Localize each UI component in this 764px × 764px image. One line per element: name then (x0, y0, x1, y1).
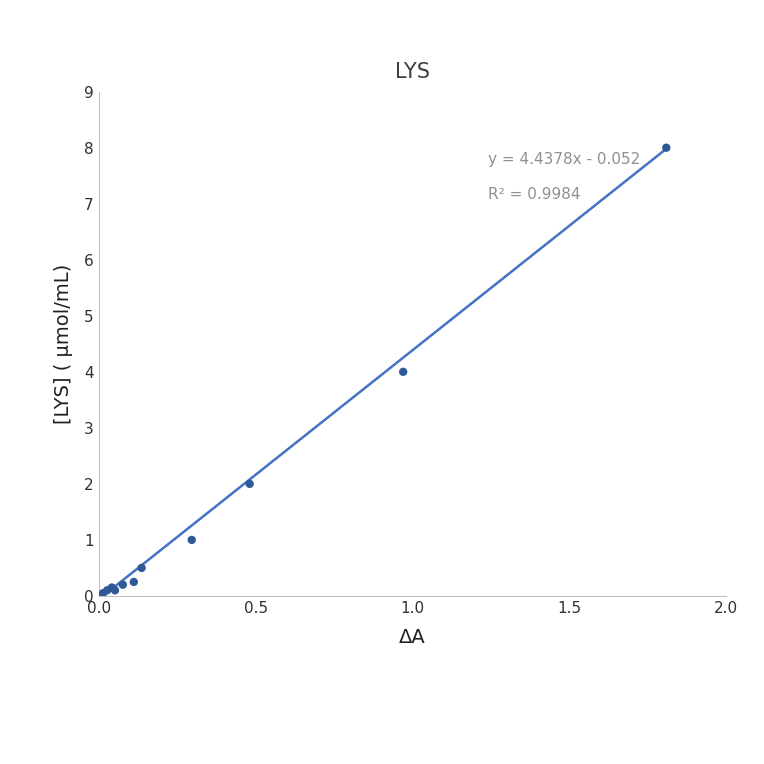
Point (93, 590, 105, 602)
X-axis label: ΔA: ΔA (399, 627, 426, 646)
Point (105, 581, 118, 594)
Text: R² = 0.9984: R² = 0.9984 (487, 187, 580, 202)
Point (97, 587, 109, 599)
Y-axis label: [LYS] ( μmol/mL): [LYS] ( μmol/mL) (54, 264, 73, 424)
Title: LYS: LYS (395, 62, 430, 82)
Point (397, 366, 410, 378)
Point (117, 578, 129, 591)
Point (135, 562, 147, 574)
Point (186, 534, 198, 546)
Point (101, 584, 113, 597)
Point (244, 478, 256, 490)
Text: y = 4.4378x - 0.052: y = 4.4378x - 0.052 (487, 152, 640, 167)
Point (660, 141, 672, 154)
Point (108, 584, 121, 597)
Point (128, 576, 140, 588)
